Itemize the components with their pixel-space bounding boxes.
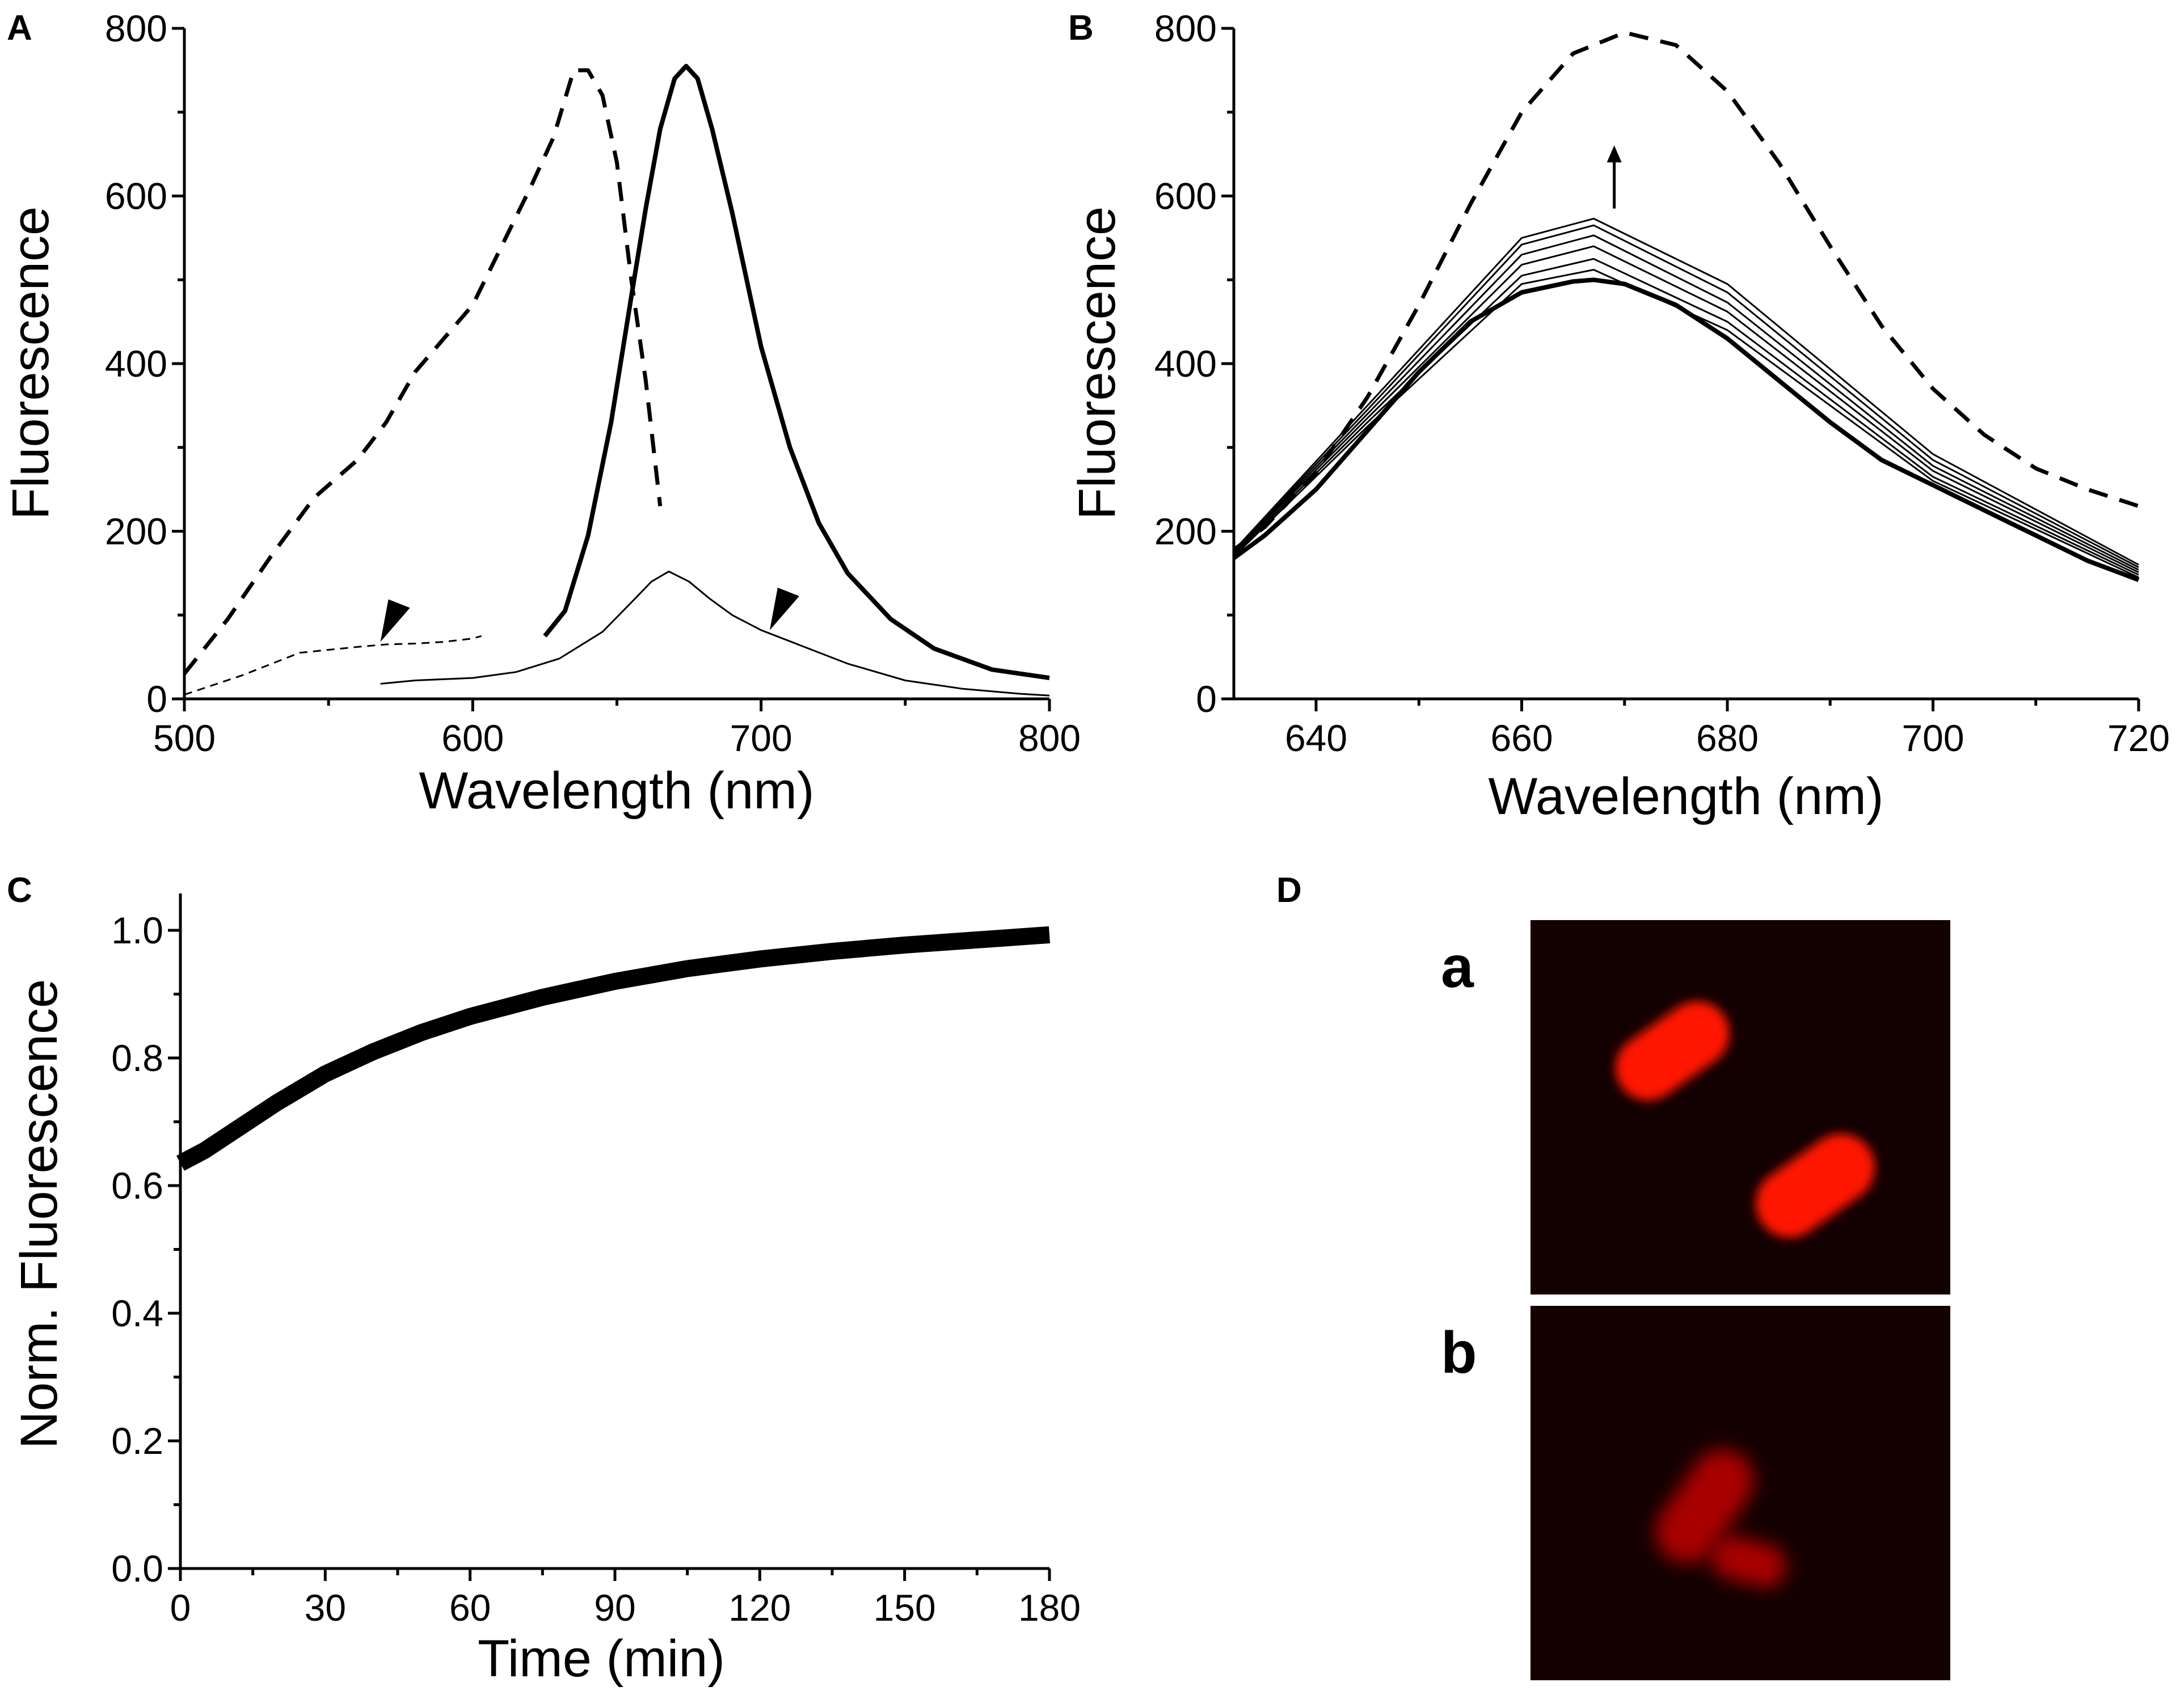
chart-b-x-tick-label: 660 <box>1490 717 1553 759</box>
chart-b: 640 660 680 700 720 0 200 400 600 800 Wavelength… <box>1068 7 2170 825</box>
chart-a-x-tick-label: 800 <box>1018 717 1081 759</box>
chart-c-x-tick-label: 150 <box>874 1587 936 1629</box>
chart-b-y-tick-label: 400 <box>1154 343 1217 385</box>
chart-b-x-ticks: 640 660 680 700 720 <box>1285 699 2170 759</box>
micrograph-label-a: a <box>1441 934 1474 1000</box>
chart-b-marks <box>1232 30 2140 582</box>
chart-b-series-3 <box>1233 269 2139 579</box>
chart-c-y-tick-label: 0.0 <box>111 1548 163 1589</box>
chart-b-y-tick-label: 800 <box>1154 7 1217 49</box>
chart-b-series-6 <box>1233 234 2139 571</box>
chart-a-marks <box>183 64 1050 697</box>
micrograph-a-background <box>1531 920 1950 1295</box>
chart-c-x-tick-label: 120 <box>728 1587 791 1629</box>
chart-a-arrowhead-1 <box>380 599 410 642</box>
chart-b-series-4 <box>1233 258 2139 576</box>
chart-a-series-2 <box>184 635 482 696</box>
chart-a-y-axis-title: Fluorescence <box>2 206 60 520</box>
chart-a-y-tick-label: 400 <box>105 343 167 385</box>
chart-c-x-ticks: 0 30 60 90 120 150 180 <box>170 1568 1081 1629</box>
chart-c-y-tick-label: 0.8 <box>111 1037 163 1079</box>
cell-3 <box>1655 1449 1754 1563</box>
chart-b-y-axis-title: Fluorescence <box>1068 206 1126 520</box>
chart-a-series-1 <box>183 68 663 675</box>
chart-b-series-1 <box>1232 30 2140 551</box>
chart-c-series-1 <box>176 926 1051 1171</box>
chart-c-y-tick-label: 0.6 <box>111 1165 163 1207</box>
micrograph-label-b: b <box>1441 1320 1477 1386</box>
chart-c-y-tick-label: 0.4 <box>111 1292 163 1334</box>
cell-2 <box>1755 1133 1875 1238</box>
chart-c-x-tick-label: 60 <box>449 1587 491 1629</box>
chart-b-x-axis-title: Wavelength (nm) <box>1488 768 1883 825</box>
chart-a-series-4 <box>380 570 1050 697</box>
chart-b-y-tick-label: 200 <box>1154 511 1217 553</box>
cell-1 <box>1615 1001 1730 1101</box>
chart-b-series-8 <box>1233 217 2139 566</box>
chart-c-x-tick-label: 180 <box>1018 1587 1081 1629</box>
chart-b-y-tick-label: 0 <box>1196 678 1217 720</box>
chart-b-x-tick-label: 640 <box>1285 717 1347 759</box>
chart-c-x-tick-label: 90 <box>594 1587 635 1629</box>
chart-b-x-tick-label: 700 <box>1901 717 1964 759</box>
chart-a-y-tick-label: 800 <box>105 7 167 49</box>
panel-letter-c: C <box>7 871 32 910</box>
panel-letter-a: A <box>7 9 32 48</box>
chart-a-x-tick-label: 500 <box>153 717 216 759</box>
chart-b-series-7 <box>1233 224 2139 568</box>
chart-a-arrowhead-2 <box>769 587 799 630</box>
chart-a-series-3 <box>543 64 1050 681</box>
chart-c: 0 30 60 90 120 150 180 0.0 0.2 0.4 0.6 0.8 1.0 Time… <box>10 893 1081 1688</box>
chart-b-arrow-head <box>1607 145 1622 163</box>
chart-c-y-ticks: 0.0 0.2 0.4 0.6 0.8 1.0 <box>111 909 180 1589</box>
chart-b-series-5 <box>1233 245 2139 574</box>
chart-c-x-tick-label: 30 <box>305 1587 346 1629</box>
micrograph-b <box>1531 1306 1950 1680</box>
chart-c-y-tick-label: 1.0 <box>111 909 163 951</box>
chart-a-x-axis-title: Wavelength (nm) <box>419 762 814 820</box>
cell-4 <box>1710 1536 1786 1587</box>
chart-b-y-ticks: 0 200 400 600 800 <box>1154 7 1234 720</box>
panel-letter-d: D <box>1276 871 1302 910</box>
chart-a-y-tick-label: 200 <box>105 511 167 553</box>
chart-a-y-tick-label: 600 <box>105 175 167 217</box>
chart-b-y-tick-label: 600 <box>1154 175 1217 217</box>
chart-c-marks <box>176 926 1051 1171</box>
chart-a-x-ticks: 500 600 700 800 <box>153 699 1081 759</box>
chart-a-x-tick-label: 700 <box>730 717 792 759</box>
chart-b-x-tick-label: 680 <box>1696 717 1759 759</box>
chart-c-x-axis-title: Time (min) <box>478 1630 725 1688</box>
chart-c-y-tick-label: 0.2 <box>111 1420 163 1462</box>
panel-letter-b: B <box>1068 9 1094 48</box>
chart-a-x-tick-label: 600 <box>441 717 504 759</box>
chart-a-y-tick-label: 0 <box>146 678 167 720</box>
chart-b-x-tick-label: 720 <box>2107 717 2170 759</box>
micrograph-a <box>1531 920 1950 1295</box>
chart-a: 500 600 700 800 0 200 400 600 800 Wavelength (n… <box>2 7 1081 820</box>
chart-b-series-2 <box>1232 277 2140 582</box>
chart-c-x-tick-label: 0 <box>170 1587 191 1629</box>
chart-a-y-ticks: 0 200 400 600 800 <box>105 7 184 720</box>
chart-c-y-axis-title: Norm. Fluorescence <box>10 979 68 1449</box>
